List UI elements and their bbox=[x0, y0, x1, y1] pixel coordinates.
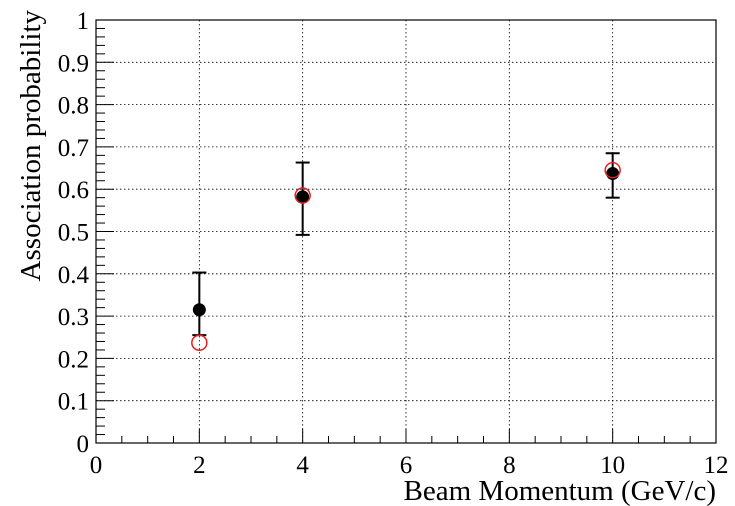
y-tick-label: 0.2 bbox=[58, 346, 89, 373]
grid bbox=[96, 20, 716, 443]
y-axis-label: Association probability bbox=[15, 10, 47, 282]
x-tick-label: 4 bbox=[296, 452, 309, 479]
y-tick-label: 0.4 bbox=[58, 262, 90, 289]
data-marks bbox=[191, 152, 621, 351]
x-tick-label: 6 bbox=[400, 452, 413, 479]
y-tick-label: 1 bbox=[77, 8, 90, 35]
data-point-filled bbox=[192, 303, 206, 317]
data-point-open bbox=[604, 161, 621, 179]
y-tick-label: 0 bbox=[77, 431, 90, 458]
y-tick-label: 0.8 bbox=[58, 93, 89, 120]
x-tick-label: 8 bbox=[503, 452, 516, 479]
y-tick-label: 0.3 bbox=[58, 304, 89, 331]
axis-ticks bbox=[95, 19, 717, 444]
y-tick-label: 0.1 bbox=[58, 389, 89, 416]
data-point-open bbox=[191, 334, 208, 351]
tick-labels: 0 2 4 6 8 10 12 0 0.1 0.2 0.3 0.4 0.5 0.6 0.7 0.8 0.9 1 bbox=[58, 8, 729, 479]
x-tick-label: 12 bbox=[704, 452, 729, 479]
y-tick-label: 0.7 bbox=[58, 135, 89, 162]
x-tick-label: 2 bbox=[193, 452, 206, 479]
data-point-open bbox=[294, 187, 311, 204]
y-tick-label: 0.5 bbox=[58, 220, 89, 247]
x-tick-label: 10 bbox=[600, 452, 625, 479]
y-tick-label: 0.6 bbox=[58, 177, 89, 204]
data-point-filled bbox=[296, 190, 310, 204]
x-axis-label: Beam Momentum (GeV/c) bbox=[404, 475, 716, 506]
y-tick-label: 0.9 bbox=[58, 50, 89, 77]
x-tick-label: 0 bbox=[90, 452, 103, 479]
